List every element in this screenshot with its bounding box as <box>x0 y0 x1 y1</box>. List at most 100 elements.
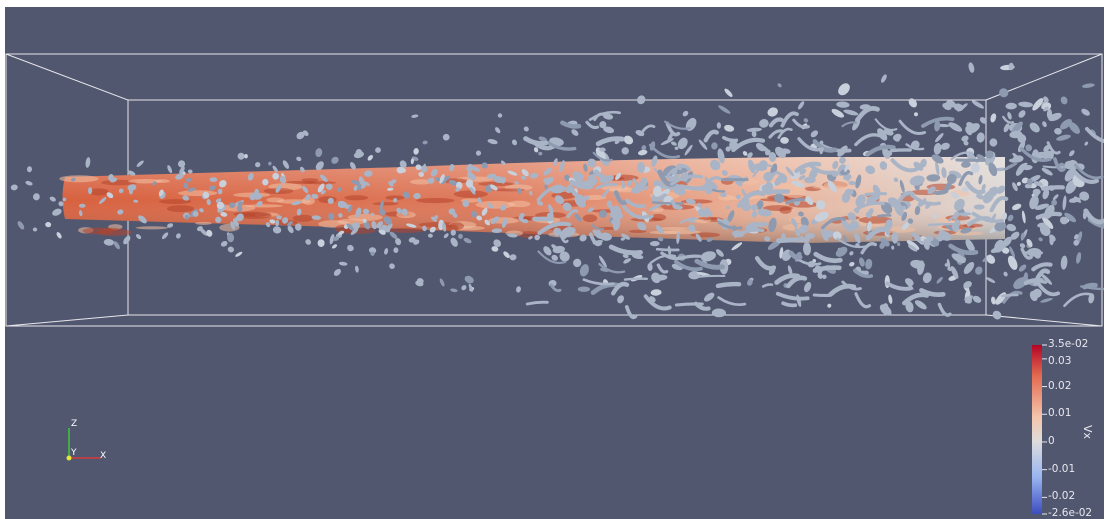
vortex-blob <box>623 135 634 145</box>
vortex-blob <box>1081 108 1090 116</box>
vortex-tube <box>813 251 843 264</box>
vortex-blob <box>78 210 83 217</box>
vortex-blob <box>370 212 375 217</box>
vortex-blob <box>420 165 428 173</box>
vortex-blob <box>455 181 463 190</box>
vortex-blob <box>493 239 502 247</box>
vortex-blob <box>1003 162 1018 170</box>
vortex-tube <box>722 135 739 143</box>
vortex-tube <box>1082 282 1098 290</box>
vortex-blob <box>265 222 271 228</box>
vortex-blob <box>855 194 866 208</box>
vortex-blob <box>621 147 629 155</box>
vortex-blob <box>113 241 120 250</box>
vortex-tube <box>885 281 913 291</box>
vortex-tube <box>611 281 630 296</box>
vortex-blob <box>346 223 354 231</box>
vortex-tube <box>896 190 915 206</box>
vortex-tube <box>694 258 725 270</box>
vortex-blob <box>960 227 972 234</box>
vortex-blob <box>647 263 653 271</box>
vortex-blob <box>1011 121 1023 134</box>
jet-streak <box>266 197 285 203</box>
vortex-tube <box>948 243 979 256</box>
vortex-tube <box>1031 262 1053 272</box>
vortex-blob <box>32 227 38 232</box>
vortex-blob <box>521 218 529 224</box>
vortex-blob <box>574 213 582 222</box>
vortex-tube <box>1085 127 1104 144</box>
vortex-blob <box>927 186 936 195</box>
vortex-tube <box>864 192 888 196</box>
jet-streak <box>448 222 465 230</box>
vortex-tube <box>876 214 892 218</box>
vortex-blob <box>529 190 533 196</box>
vortex-blob <box>332 236 340 241</box>
vortex-blob <box>370 251 375 256</box>
vortex-blob <box>979 117 987 124</box>
vortex-tube <box>648 143 681 159</box>
vortex-blob <box>389 263 395 269</box>
vortex-blob <box>768 152 777 162</box>
vortex-blob <box>509 254 517 261</box>
vortex-blob <box>427 177 435 184</box>
vortex-blob <box>800 216 809 227</box>
vortex-tube <box>717 296 747 307</box>
vortex-blob <box>255 162 261 168</box>
vortex-blob <box>1056 134 1071 141</box>
vortex-tube <box>797 137 824 152</box>
vortex-blob <box>651 272 662 284</box>
vortex-blob <box>206 229 213 237</box>
vortex-blob <box>963 281 972 289</box>
vortex-blob <box>1069 150 1075 157</box>
vortex-tube <box>966 216 992 227</box>
vortex-blob <box>62 197 67 202</box>
vortex-blob <box>1029 122 1040 133</box>
vortex-blob <box>854 232 861 244</box>
vortex-blob <box>908 98 917 108</box>
vortex-blob <box>1043 106 1049 112</box>
vortex-blob <box>178 160 186 168</box>
jet-streak <box>292 214 314 222</box>
scene-canvas[interactable] <box>5 7 1104 519</box>
vortex-blob <box>747 152 753 159</box>
vortex-blob <box>1032 98 1044 111</box>
vortex-blob <box>443 175 451 180</box>
vortex-tube <box>785 198 805 205</box>
vortex-blob <box>636 95 646 105</box>
vortex-tube <box>898 119 927 135</box>
vortex-tube <box>971 211 1004 223</box>
vortex-tube <box>1046 141 1061 155</box>
jet-streak <box>779 206 792 214</box>
vortex-tube <box>537 221 572 236</box>
vortex-blob <box>1021 210 1026 224</box>
vortex-blob <box>711 308 726 318</box>
vortex-blob <box>965 239 975 253</box>
vortex-blob <box>907 244 918 252</box>
vortex-blob <box>922 272 932 284</box>
vortex-blob <box>599 121 607 129</box>
vortex-blob <box>991 296 996 305</box>
render-viewport[interactable]: 3.5e-02 0.03 0.02 0.01 0 -0.01 -0.02 -2.6e-02 V… <box>5 7 1104 519</box>
jet-streak <box>681 199 713 204</box>
vortex-blob <box>237 152 245 160</box>
vortex-blob <box>184 214 189 220</box>
jet-streak <box>82 227 115 235</box>
vortex-blob <box>751 210 758 218</box>
vortex-blob <box>961 161 971 168</box>
vortex-blob <box>1059 216 1068 225</box>
vortex-tube <box>1002 290 1023 304</box>
vortex-blob <box>1062 195 1067 211</box>
jet-streak <box>101 179 137 186</box>
vortex-blob <box>517 187 522 194</box>
vortex-blob <box>913 161 924 171</box>
vortex-blob <box>413 148 419 155</box>
vortex-blob <box>379 208 386 216</box>
vortex-blob <box>1082 83 1095 88</box>
orientation-axes[interactable] <box>66 428 102 461</box>
vortex-blob <box>376 221 384 229</box>
vortex-blob <box>865 165 876 175</box>
vortex-blob <box>941 167 947 179</box>
vortex-tube <box>777 127 793 139</box>
vortex-blob <box>938 233 942 238</box>
